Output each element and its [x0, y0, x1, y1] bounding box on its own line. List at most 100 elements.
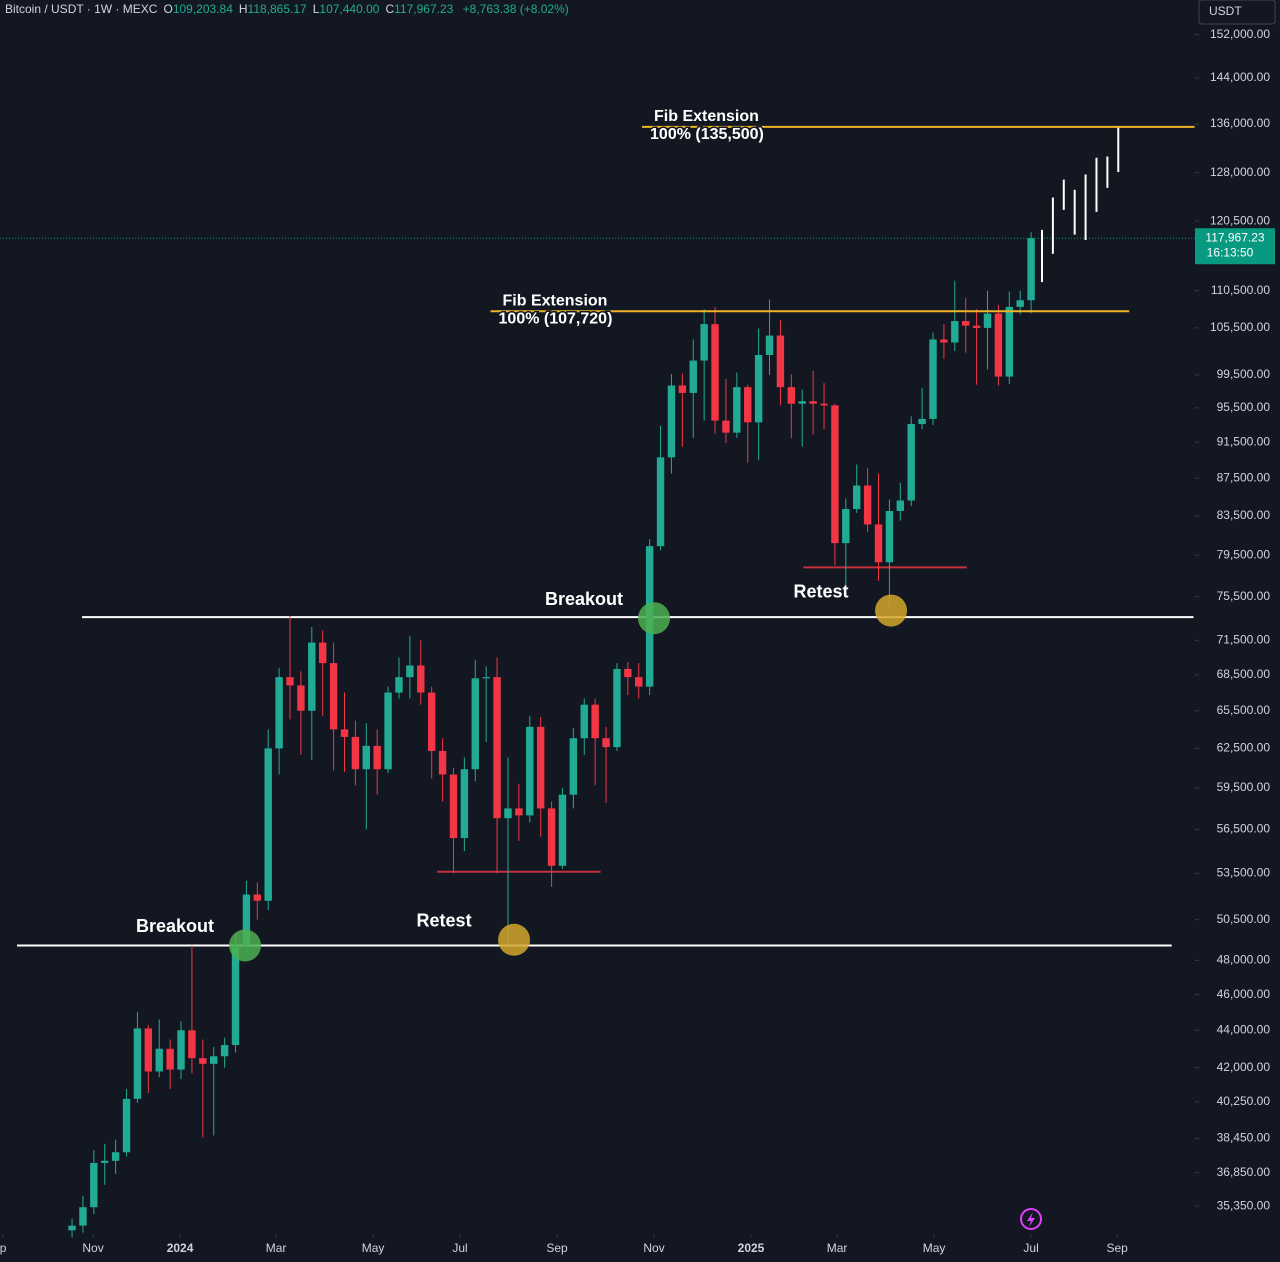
- candle-body: [754, 355, 763, 423]
- icon-bolt: [1027, 1212, 1035, 1227]
- candle-body: [1027, 238, 1035, 301]
- candle-body: [613, 668, 621, 748]
- candle-body: [427, 692, 436, 751]
- price-change: +8,763.38 (+8.02%): [462, 2, 569, 16]
- candle-body: [798, 401, 806, 404]
- y-tick-label: 95,500.00: [1217, 400, 1271, 414]
- y-tick-label: 36,850.00: [1217, 1165, 1271, 1179]
- candle-body: [526, 726, 534, 816]
- candle-body: [907, 424, 915, 501]
- y-tick-label: 65,500.00: [1217, 703, 1271, 717]
- candle-body: [231, 945, 240, 1046]
- currency-button[interactable]: [1198, 0, 1276, 25]
- y-tick-label: 53,500.00: [1217, 865, 1271, 879]
- candle-body: [111, 1152, 120, 1161]
- signal-marker: [875, 594, 908, 627]
- x-tick-label: May: [923, 1241, 946, 1255]
- ohlc-value: 118,865.17: [247, 2, 307, 16]
- candle-body: [853, 485, 861, 510]
- candle-body: [569, 738, 578, 795]
- candle-body: [591, 704, 599, 739]
- candle-body: [776, 335, 785, 388]
- candle-body: [417, 665, 425, 693]
- candle-body: [144, 1028, 153, 1072]
- x-tick-label: p: [0, 1241, 7, 1255]
- candle-body: [177, 1030, 185, 1070]
- candle-body: [242, 894, 251, 946]
- candle-body: [896, 500, 905, 511]
- candle-body: [308, 642, 316, 711]
- candle-body: [820, 403, 828, 406]
- x-tick-label: Mar: [827, 1241, 848, 1255]
- candle-body: [373, 745, 381, 770]
- x-tick-label: Mar: [266, 1241, 287, 1255]
- y-tick-label: 48,000.00: [1217, 953, 1271, 967]
- y-tick-label: 56,500.00: [1217, 822, 1271, 836]
- y-tick-label: 62,500.00: [1217, 741, 1271, 755]
- candle-body: [787, 387, 796, 404]
- candle-body: [744, 387, 752, 423]
- candle-body: [122, 1098, 131, 1153]
- y-tick-label: 110,500.00: [1211, 283, 1270, 297]
- candle-body: [722, 420, 730, 433]
- candle-body: [1016, 300, 1024, 307]
- y-tick-label: 42,000.00: [1217, 1060, 1271, 1074]
- candle-body: [384, 692, 392, 770]
- candle-body: [493, 677, 501, 819]
- fib-title: Fib Extension: [654, 108, 759, 125]
- candle-body: [438, 750, 447, 775]
- candle-body: [972, 325, 981, 328]
- candle-body: [961, 321, 970, 326]
- fib-label: 100% (107,720): [499, 310, 613, 327]
- fib-title: Fib Extension: [503, 292, 608, 309]
- candle-body: [188, 1030, 196, 1059]
- x-tick-label: 2025: [738, 1241, 765, 1255]
- y-tick-label: 128,000.00: [1210, 165, 1270, 179]
- candle-body: [504, 808, 512, 819]
- x-tick-label: Nov: [82, 1241, 103, 1255]
- candle-body: [395, 677, 403, 693]
- symbol-legend: Bitcoin / USDT · 1W · MEXC O109,203.84 H11…: [5, 2, 569, 16]
- price-tag-timer: 16:13:50: [1207, 245, 1254, 259]
- signal-marker: [638, 602, 671, 635]
- candle-body: [253, 894, 262, 901]
- candle-body: [318, 642, 327, 664]
- candle-body: [351, 736, 360, 770]
- lightning-icon[interactable]: [1020, 1208, 1042, 1230]
- candle-body: [689, 360, 697, 393]
- candle-body: [602, 738, 610, 748]
- candle-body: [678, 385, 687, 393]
- plot-area: [0, 127, 1195, 1238]
- y-tick-label: 152,000.00: [1210, 27, 1270, 41]
- y-tick-label: 136,000.00: [1210, 116, 1270, 130]
- candle-body: [700, 324, 708, 361]
- candle-body: [449, 774, 458, 839]
- candle-body: [515, 808, 523, 816]
- x-tick-label: Sep: [1107, 1241, 1129, 1255]
- y-tick-label: 105,500.00: [1210, 320, 1270, 334]
- candle-body: [558, 794, 567, 866]
- signal-marker: [498, 923, 531, 956]
- x-tick-label: 2024: [167, 1241, 194, 1255]
- candle-body: [983, 313, 992, 328]
- price-tag-label: 117,967.23: [1205, 230, 1264, 244]
- symbol-title: Bitcoin / USDT · 1W · MEXC: [5, 2, 158, 16]
- y-tick-label: 38,450.00: [1217, 1131, 1271, 1145]
- candle-body: [101, 1160, 109, 1163]
- candle-body: [79, 1207, 87, 1226]
- candle-body: [90, 1162, 98, 1208]
- y-tick-label: 59,500.00: [1217, 780, 1271, 794]
- y-tick-label: 83,500.00: [1217, 508, 1271, 522]
- marker-label: Retest: [417, 911, 472, 931]
- candle-body: [733, 387, 741, 433]
- candle-body: [340, 729, 349, 737]
- candle-body: [220, 1045, 229, 1057]
- candle-body: [624, 668, 632, 678]
- candle-body: [68, 1225, 76, 1231]
- candle-body: [711, 324, 719, 421]
- ohlc-value: 109,203.84: [172, 2, 233, 16]
- y-tick-label: 99,500.00: [1217, 367, 1271, 381]
- candle-body: [635, 677, 643, 687]
